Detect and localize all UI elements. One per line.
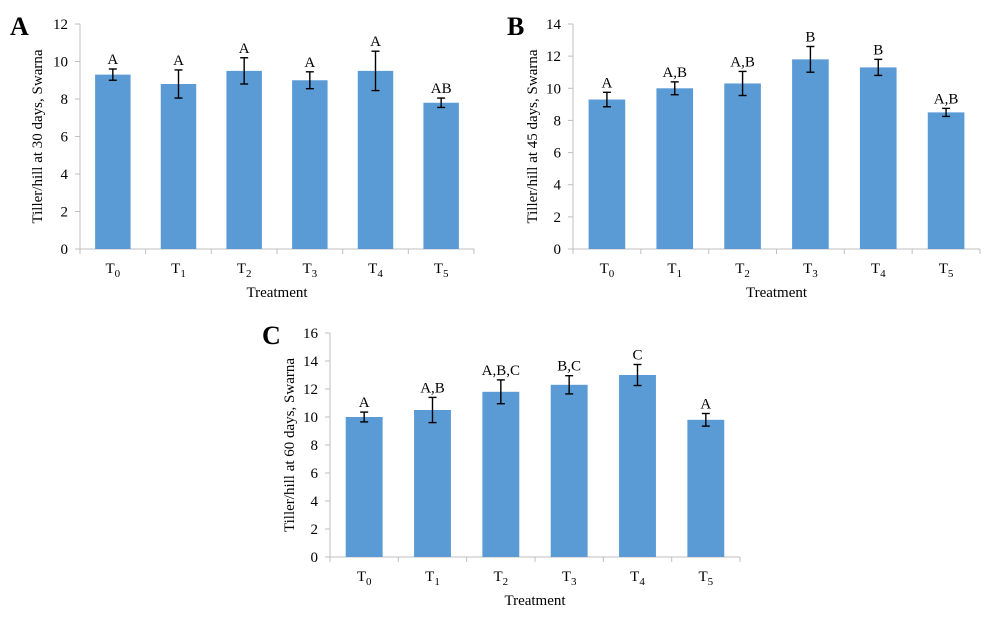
bar (482, 391, 520, 557)
y-tick-label: 14 (546, 17, 562, 33)
y-tick-label: 8 (311, 438, 319, 454)
bar (357, 70, 394, 249)
x-tick-label: T1 (425, 569, 440, 588)
bar (95, 74, 131, 249)
significance-label: B,C (557, 359, 581, 375)
significance-label: A (359, 395, 370, 411)
x-tick-label: T1 (171, 261, 186, 280)
significance-label: A (304, 55, 315, 71)
significance-label: AB (431, 81, 452, 97)
x-tick-label: T0 (600, 261, 615, 280)
y-tick-label: 2 (61, 205, 69, 221)
significance-label: A,B (420, 380, 445, 396)
y-tick-label: 8 (554, 113, 562, 129)
x-tick-label: T5 (939, 261, 954, 280)
x-tick-label: T2 (237, 261, 252, 280)
y-tick-label: 12 (303, 382, 318, 398)
significance-label: A,B,C (482, 363, 520, 379)
significance-label: A (239, 41, 250, 57)
panel-letter: A (10, 12, 29, 41)
y-tick-label: 16 (303, 326, 319, 342)
y-tick-label: 0 (61, 242, 69, 258)
significance-label: B (805, 30, 815, 46)
panel-letter: C (262, 321, 281, 350)
significance-label: A (173, 53, 184, 69)
y-tick-label: 10 (53, 55, 68, 71)
bar (656, 88, 694, 250)
bar (550, 384, 588, 557)
x-tick-label: T2 (493, 569, 508, 588)
bar (792, 59, 829, 249)
y-tick-label: 10 (303, 410, 318, 426)
y-tick-label: 8 (61, 92, 69, 108)
x-tick-label: T3 (302, 261, 317, 280)
bar (423, 102, 459, 249)
x-tick-label: T4 (630, 569, 645, 588)
x-tick-label: T3 (803, 261, 818, 280)
bar (414, 410, 451, 557)
significance-label: A (107, 52, 118, 68)
y-tick-label: 12 (53, 17, 68, 33)
x-tick-label: T0 (357, 569, 372, 588)
y-tick-label: 4 (554, 178, 562, 194)
y-tick-label: 6 (554, 146, 562, 162)
x-tick-label: T4 (871, 261, 886, 280)
significance-label: A (601, 75, 612, 91)
significance-label: A,B (662, 65, 687, 81)
significance-label: A (700, 397, 711, 413)
bar (292, 80, 328, 249)
y-tick-label: 6 (61, 130, 69, 146)
x-axis-title: Treatment (246, 285, 308, 301)
bar (345, 417, 383, 557)
x-axis-title: Treatment (504, 593, 566, 609)
y-tick-label: 4 (311, 494, 319, 510)
bar (859, 67, 897, 250)
bar (927, 112, 965, 250)
bar (619, 375, 656, 557)
bar (226, 70, 262, 249)
x-tick-label: T1 (667, 261, 682, 280)
y-tick-label: 6 (311, 466, 319, 482)
x-axis-title: Treatment (746, 285, 808, 301)
significance-label: A,B (934, 91, 959, 107)
y-axis-title: Tiller/hill at 60 days, Swarna (282, 358, 298, 532)
bar (160, 84, 197, 249)
bar (588, 99, 626, 250)
y-tick-label: 4 (61, 167, 69, 183)
y-axis-title: Tiller/hill at 30 days, Swarna (30, 49, 46, 223)
panel-letter: B (507, 12, 524, 41)
chart-panel-a: A 0 2 4 6 8 10 12 A T0 A T1 A T2 A T3 A T4 AB T5 Treatment Ti… (10, 12, 475, 301)
significance-label: A (370, 34, 381, 50)
significance-label: B (873, 42, 883, 58)
y-tick-label: 2 (311, 522, 319, 538)
y-tick-label: 12 (546, 49, 561, 65)
chart-panel-b: B 0 2 4 6 8 10 12 14 A T0 A,B T1 A,B T2 B T3 B T4 A,B T5 Trea… (507, 12, 981, 301)
significance-label: A,B (730, 54, 755, 70)
x-tick-label: T5 (434, 261, 449, 280)
significance-label: C (632, 348, 642, 364)
chart-panel-c: C 0 2 4 6 8 10 12 14 16 A T0 A,B T1 A,B,C T2 B,C T3 C T4 A T5… (262, 321, 741, 609)
x-tick-label: T5 (698, 569, 713, 588)
y-tick-label: 0 (311, 550, 319, 566)
x-tick-label: T2 (735, 261, 750, 280)
bar (687, 419, 725, 557)
y-tick-label: 10 (546, 81, 561, 97)
x-tick-label: T0 (105, 261, 120, 280)
y-tick-label: 0 (554, 242, 562, 258)
bar (724, 83, 761, 249)
x-tick-label: T4 (368, 261, 383, 280)
x-tick-label: T3 (562, 569, 577, 588)
y-tick-label: 14 (303, 354, 319, 370)
y-axis-title: Tiller/hill at 45 days, Swarna (525, 49, 541, 223)
y-tick-label: 2 (554, 210, 562, 226)
